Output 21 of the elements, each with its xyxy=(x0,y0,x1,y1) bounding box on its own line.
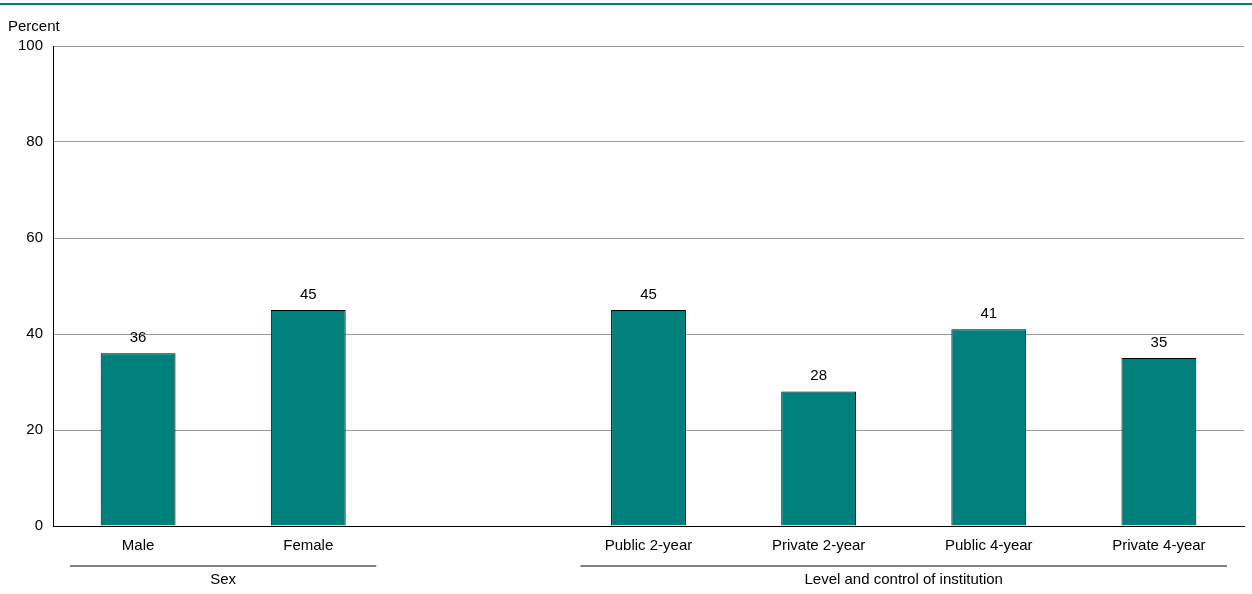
y-tick-label: 60 xyxy=(26,228,44,246)
y-tick-label: 0 xyxy=(34,516,44,534)
text: Sex xyxy=(210,569,237,587)
data-label: 35 xyxy=(1150,332,1168,350)
data-label: 45 xyxy=(640,284,657,302)
x-tick-label: Private 2-year xyxy=(771,536,866,554)
text: Level and control of institution xyxy=(804,569,1003,587)
x-tick-label: Female xyxy=(283,536,334,554)
y-axis-title: Percent xyxy=(8,16,61,34)
data-label: 41 xyxy=(980,303,998,321)
data-label: 45 xyxy=(299,284,317,302)
y-tick-label: 40 xyxy=(26,324,44,342)
y-tick-label: 80 xyxy=(26,132,44,150)
x-tick-label: Male xyxy=(121,536,155,554)
x-tick-label: Public 4-year xyxy=(945,536,1033,554)
data-label: 28 xyxy=(810,366,827,384)
y-tick-label: 20 xyxy=(26,420,44,438)
x-tick-label: Public 2-year xyxy=(604,536,693,554)
x-tick-label: Private 4-year xyxy=(1112,536,1206,554)
y-tick-label: 100 xyxy=(18,36,44,54)
data-label: 36 xyxy=(129,327,147,345)
